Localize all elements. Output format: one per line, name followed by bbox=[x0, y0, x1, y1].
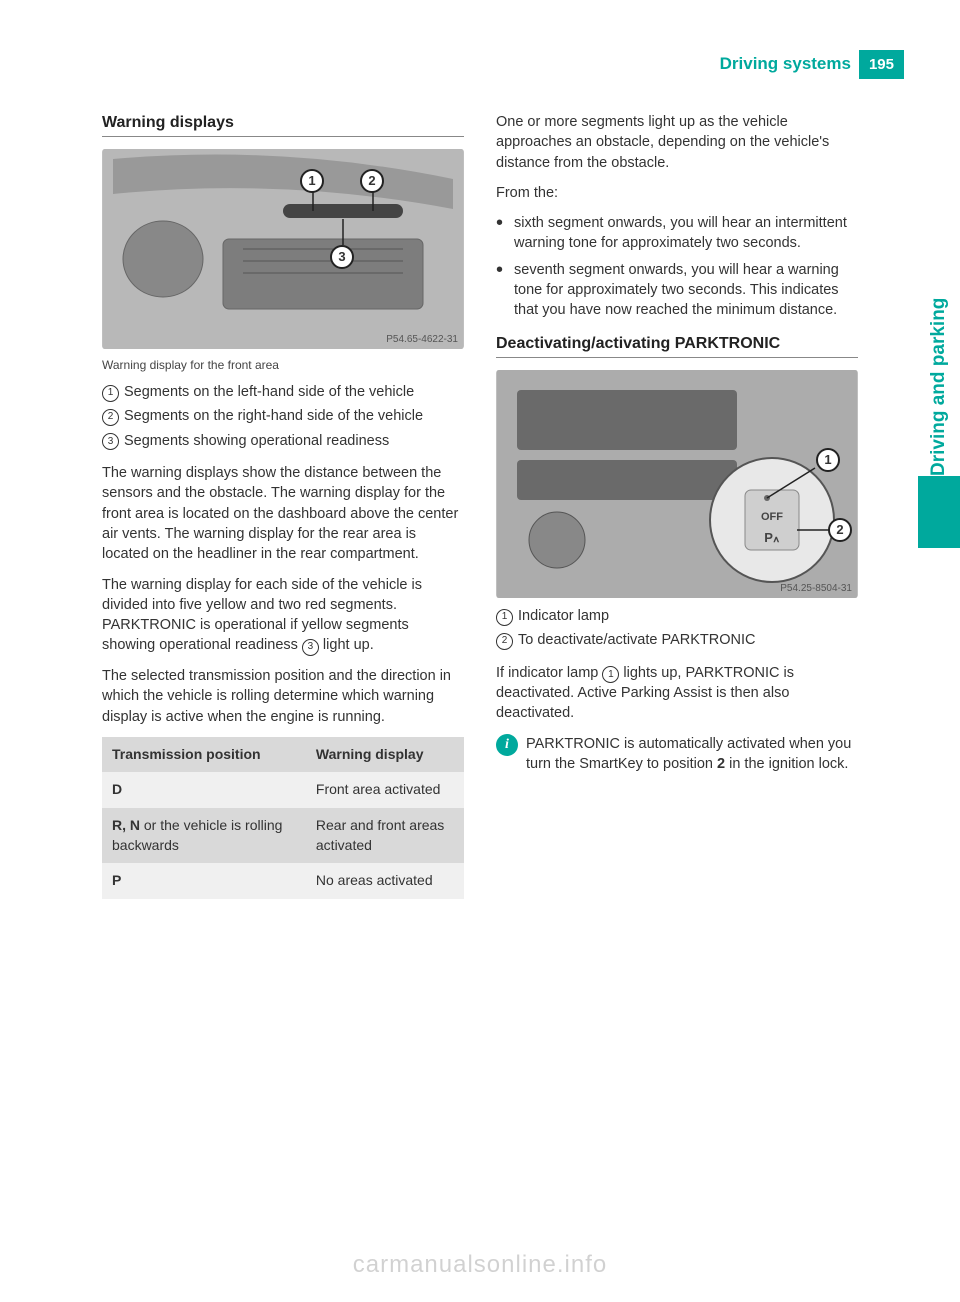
page-number: 195 bbox=[859, 50, 904, 79]
paragraph: If indicator lamp 1 lights up, PARKTRONI… bbox=[496, 663, 858, 724]
table-header: Warning display bbox=[306, 737, 464, 773]
paragraph: One or more segments light up as the veh… bbox=[496, 112, 858, 173]
bullet-item: • seventh segment onwards, you will hear… bbox=[496, 260, 858, 321]
side-tab-block bbox=[918, 476, 960, 548]
dashboard-illustration bbox=[102, 149, 464, 349]
header-section-title: Driving systems bbox=[720, 52, 851, 76]
def-item: 3 Segments showing operational readiness bbox=[102, 431, 464, 451]
table-cell: P bbox=[102, 863, 306, 899]
info-note: i PARKTRONIC is automatically activated … bbox=[496, 734, 858, 775]
console-illustration: OFF P꘍ bbox=[496, 370, 858, 598]
def-text: Segments on the right-hand side of the v… bbox=[124, 406, 423, 426]
def-text: Segments on the left-hand side of the ve… bbox=[124, 382, 414, 402]
def-text: Indicator lamp bbox=[518, 606, 609, 626]
table-row: D Front area activated bbox=[102, 772, 464, 808]
def-marker: 3 bbox=[102, 431, 124, 451]
def-item: 1 Indicator lamp bbox=[496, 606, 858, 626]
info-icon: i bbox=[496, 734, 518, 756]
paragraph: The warning displays show the distance b… bbox=[102, 463, 464, 564]
definition-list: 1 Segments on the left-hand side of the … bbox=[102, 382, 464, 451]
table-row: P No areas activated bbox=[102, 863, 464, 899]
paragraph: From the: bbox=[496, 183, 858, 203]
side-tab: Driving and parking bbox=[918, 128, 960, 548]
def-text: To deactivate/activate PARKTRONIC bbox=[518, 630, 755, 650]
info-text: PARKTRONIC is automatically activated wh… bbox=[526, 734, 858, 775]
figure-caption: Warning display for the front area bbox=[102, 357, 464, 374]
table-row: R, N or the vehicle is rolling backwards… bbox=[102, 808, 464, 863]
callout-1: 1 bbox=[816, 448, 840, 472]
definition-list: 1 Indicator lamp 2 To deactivate/activat… bbox=[496, 606, 858, 651]
left-column: Warning displays 1 2 3 P54.65-4622-31 Wa… bbox=[102, 112, 464, 1222]
paragraph: The warning display for each side of the… bbox=[102, 575, 464, 656]
watermark: carmanualsonline.info bbox=[0, 1248, 960, 1282]
svg-text:P꘍: P꘍ bbox=[764, 530, 780, 545]
def-item: 1 Segments on the left-hand side of the … bbox=[102, 382, 464, 402]
table-cell: Rear and front areas activated bbox=[306, 808, 464, 863]
table-header: Transmission position bbox=[102, 737, 306, 773]
def-text: Segments showing operational readiness bbox=[124, 431, 389, 451]
bullet-item: • sixth segment onwards, you will hear a… bbox=[496, 213, 858, 254]
content-area: Warning displays 1 2 3 P54.65-4622-31 Wa… bbox=[102, 112, 858, 1222]
transmission-table: Transmission position Warning display D … bbox=[102, 737, 464, 899]
figure-warning-display: 1 2 3 P54.65-4622-31 bbox=[102, 149, 464, 349]
heading-warning-displays: Warning displays bbox=[102, 112, 464, 137]
bullet-marker-icon: • bbox=[496, 260, 514, 321]
heading-parktronic: Deactivating/activating PARKTRONIC bbox=[496, 333, 858, 358]
bullet-text: seventh segment onwards, you will hear a… bbox=[514, 260, 858, 321]
table-cell: Front area activated bbox=[306, 772, 464, 808]
bullet-text: sixth segment onwards, you will hear an … bbox=[514, 213, 858, 254]
svg-text:OFF: OFF bbox=[761, 511, 783, 523]
callout-2: 2 bbox=[828, 518, 852, 542]
page-header: Driving systems 195 bbox=[56, 52, 904, 76]
table-cell: D bbox=[102, 772, 306, 808]
figure-label: P54.25-8504-31 bbox=[780, 582, 852, 596]
table-cell: No areas activated bbox=[306, 863, 464, 899]
right-column: One or more segments light up as the veh… bbox=[496, 112, 858, 1222]
paragraph: The selected transmission position and t… bbox=[102, 666, 464, 727]
table-header-row: Transmission position Warning display bbox=[102, 737, 464, 773]
figure-parktronic-button: OFF P꘍ 1 2 P54.25-8504-31 bbox=[496, 370, 858, 598]
def-item: 2 To deactivate/activate PARKTRONIC bbox=[496, 630, 858, 650]
side-tab-label: Driving and parking bbox=[926, 128, 953, 476]
figure-label: P54.65-4622-31 bbox=[386, 333, 458, 347]
def-item: 2 Segments on the right-hand side of the… bbox=[102, 406, 464, 426]
def-marker: 2 bbox=[102, 406, 124, 426]
inline-marker: 3 bbox=[302, 639, 319, 656]
table-cell: R, N or the vehicle is rolling backwards bbox=[102, 808, 306, 863]
def-marker: 1 bbox=[102, 382, 124, 402]
inline-marker: 1 bbox=[602, 666, 619, 683]
bullet-list: • sixth segment onwards, you will hear a… bbox=[496, 213, 858, 320]
def-marker: 1 bbox=[496, 606, 518, 626]
bullet-marker-icon: • bbox=[496, 213, 514, 254]
def-marker: 2 bbox=[496, 630, 518, 650]
